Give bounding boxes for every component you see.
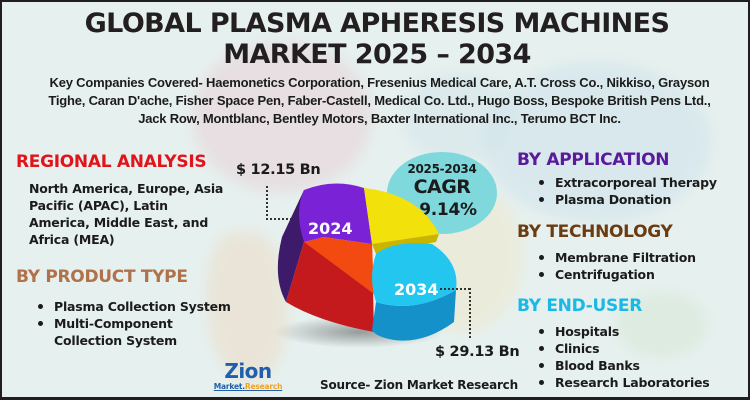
market-value-2034: $ 29.13 Bn [435,344,520,360]
end-user-list: Hospitals Clinics Blood Banks Research L… [534,323,744,391]
list-item: Extracorporeal Therapy [534,174,744,191]
technology-list: Membrane Filtration Centrifugation [534,249,744,283]
zion-logo: Zion Market.Research [210,360,286,396]
end-user-heading: BY END-USER [517,296,643,316]
list-item: Hospitals [534,323,744,340]
map-asia [482,62,712,222]
logo-subtitle: Market.Research [213,382,283,391]
list-item: Plasma Collection System [33,298,243,315]
pie-yellow-top [364,188,439,244]
list-item: Blood Banks [534,357,744,374]
map-australia [617,292,707,357]
bullet-icon [539,197,544,202]
pie-cyan-top [372,243,457,306]
title-line-1: GLOBAL PLASMA APHERESIS MACHINES [84,8,670,39]
logo-wordmark: Zion [224,359,272,383]
connector-line [469,288,471,338]
application-heading: BY APPLICATION [517,150,670,170]
connector-line [266,186,268,220]
pie-orange-top [304,237,374,294]
product-type-heading: BY PRODUCT TYPE [16,267,188,287]
map-south-america [207,232,287,382]
bullet-icon [539,346,544,351]
product-type-list: Plasma Collection System Multi-Component… [33,298,243,349]
application-list: Extracorporeal Therapy Plasma Donation [534,174,744,208]
title-line-2: MARKET 2025 – 2034 [223,39,531,70]
list-item: Centrifugation [534,266,744,283]
bullet-icon [539,272,544,277]
pie-label-2024: 2024 [308,219,353,238]
pie-purple-side [277,190,304,302]
list-item: Multi-Component Collection System [33,315,243,349]
bullet-icon [38,304,43,309]
regional-analysis-text: North America, Europe, Asia Pacific (APA… [29,181,224,247]
cagr-period: 2025-2034 [407,162,477,176]
pie-label-2034: 2034 [394,280,439,299]
key-companies: Key Companies Covered- Haemonetics Corpo… [48,75,711,126]
bullet-icon [539,363,544,368]
bullet-icon [38,321,43,326]
bullet-icon [539,329,544,334]
connector-line [266,218,296,220]
bullet-icon [539,255,544,260]
map-north-america [192,42,372,192]
cagr-badge: 2025-2034 CAGR 9.14% [387,152,497,234]
cagr-label: CAGR [413,176,471,198]
pie-cyan-side [372,290,456,341]
pie-purple-top [299,183,372,244]
bullet-icon [539,180,544,185]
source-note: Source- Zion Market Research [320,378,518,392]
regional-analysis-heading: REGIONAL ANALYSIS [16,152,207,172]
market-value-2024: $ 12.15 Bn [236,162,321,178]
list-item: Research Laboratories [534,374,744,391]
technology-heading: BY TECHNOLOGY [517,222,673,242]
list-item: Plasma Donation [534,191,744,208]
bullet-icon [539,380,544,385]
page-title: GLOBAL PLASMA APHERESIS MACHINES MARKET … [2,8,748,70]
pie-chart-graphic: 2024 2034 [274,183,457,348]
list-item: Clinics [534,340,744,357]
connector-line [440,288,470,290]
list-item: Membrane Filtration [534,249,744,266]
cagr-value: 9.14% [419,200,477,220]
